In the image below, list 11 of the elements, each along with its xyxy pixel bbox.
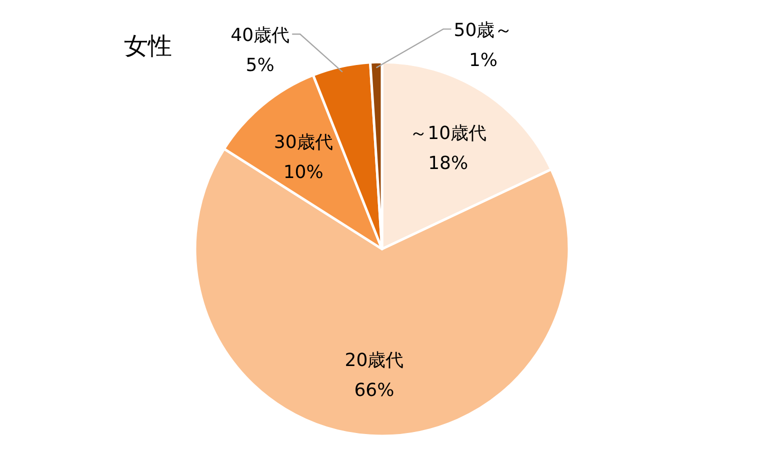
text: 女性 xyxy=(124,32,172,60)
slice-label: 20歳代 xyxy=(344,350,404,372)
slice-label: ～10歳代 xyxy=(410,122,487,144)
data-label: 18% xyxy=(428,152,468,174)
slice-label: 30歳代 xyxy=(274,132,333,153)
slice-label: 50歳～ xyxy=(454,20,513,42)
data-label: 1% xyxy=(468,50,498,72)
data-label: 10% xyxy=(283,162,324,183)
slice-label: 40歳代 xyxy=(230,25,290,46)
data-label: 5% xyxy=(246,55,274,76)
data-label: 66% xyxy=(354,380,394,402)
